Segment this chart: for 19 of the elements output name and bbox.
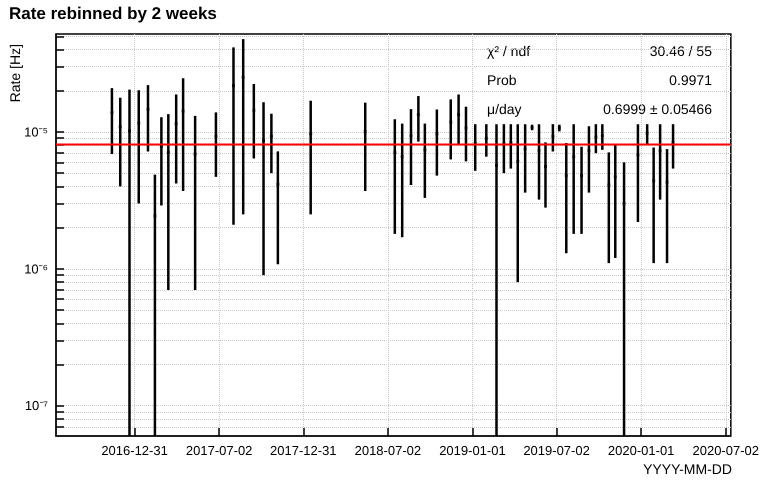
chart-title: Rate rebinned by 2 weeks [9,4,217,23]
y-axis-title: Rate [Hz] [7,44,23,102]
x-tick-label: 2020-07-02 [692,443,759,458]
annotation: μ/day [487,101,522,117]
annotation: 0.9971 [669,72,712,88]
x-tick-label: 2020-01-01 [608,443,674,458]
y-tick-label: 10⁻⁷ [24,398,48,414]
x-tick-label: 2017-12-31 [270,443,337,458]
y-tick-label: 10⁻⁵ [24,124,48,140]
x-tick-label: 2016-12-31 [101,443,168,458]
annotation: 30.46 / 55 [650,43,712,59]
x-tick-label: 2019-01-01 [439,443,506,458]
y-tick-label: 10⁻⁶ [24,261,48,276]
x-tick-label: 2017-07-02 [186,443,252,458]
x-tick-label: 2019-07-02 [523,443,590,458]
annotation: Prob [487,72,517,88]
x-axis-title: YYYY-MM-DD [643,461,732,477]
annotation: 0.6999 ± 0.05466 [603,101,712,117]
x-tick-label: 2018-07-02 [354,443,422,458]
